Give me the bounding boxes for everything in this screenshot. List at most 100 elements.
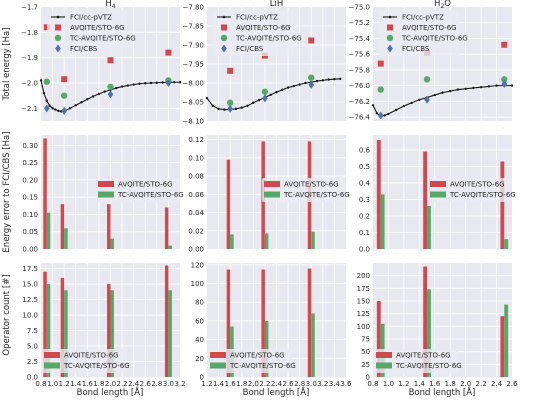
y-tick-label: 0 <box>366 374 370 382</box>
x-tick-label: 2.6 <box>140 380 152 388</box>
y-tick-label: 0.25 <box>22 159 38 167</box>
bar-avqite <box>164 207 169 249</box>
y-tick-label: −2.1 <box>21 105 38 113</box>
bar-tc-avqite <box>230 234 234 249</box>
marker-square <box>377 60 384 67</box>
legend-swatch-square <box>387 24 393 31</box>
x-tick-label: 2.8 <box>151 380 162 388</box>
y-tick-label: −75.8 <box>349 66 370 74</box>
y-tick-label: 0.15 <box>22 194 38 202</box>
y-tick-label: −1.7 <box>21 4 38 12</box>
bar-avqite <box>307 268 312 377</box>
fci-point <box>173 81 176 84</box>
y-tick-label: 0 <box>200 374 204 382</box>
bar-tc-avqite <box>64 228 68 249</box>
marker-diamond <box>107 90 114 99</box>
fci-point <box>217 107 220 111</box>
legend-label: TC-AVQITE/STO-6G <box>283 191 350 199</box>
xlabel-col-2: Bond length [Å] <box>243 386 310 398</box>
fci-point <box>120 85 124 88</box>
fci-point <box>269 93 272 96</box>
x-tick-label: 3.0 <box>163 380 174 388</box>
x-tick-label: 3.2 <box>317 380 328 388</box>
fci-point <box>275 90 278 94</box>
x-tick-label: 1.8 <box>445 380 456 388</box>
legend-label: TC-AVQITE/STO-6G <box>395 362 462 370</box>
fci-point <box>327 78 330 81</box>
bar-tc-avqite <box>264 320 269 377</box>
panel-ops-h2o: 0.8 1.0 1.2 1.4 1.6 1.8 2.0 2.2 2.4 2.6 0 25 50 75 100… <box>357 263 518 388</box>
fci-point <box>472 86 475 90</box>
y-tick-label: 20 <box>195 355 204 363</box>
y-tick-label: 0.3 <box>359 196 370 204</box>
marker-square <box>501 41 508 48</box>
y-tick-label: 0.06 <box>188 191 204 199</box>
panel-title: H4 <box>105 0 115 10</box>
marker-circle <box>423 76 431 83</box>
y-tick-label: 0.2 <box>359 212 370 220</box>
legend-swatch-circle <box>220 34 228 42</box>
panel-energy-h4: −2.1 −2.0 −1.9 −1.8 −1.7 H4 FCI/cc-pVTZ AVQITE/… <box>21 0 182 121</box>
fci-point <box>97 92 101 96</box>
legend-label: TC-AVQITE/STO-6G <box>235 35 302 43</box>
legend: AVQITE/STO-6G TC-AVQITE/STO-6G <box>428 178 516 202</box>
legend-box <box>208 349 292 373</box>
ylabel-row-1: Total energy [Ha] <box>2 27 12 101</box>
legend-line-dot <box>222 15 226 19</box>
y-tick-label: 0.10 <box>188 154 204 162</box>
legend-label: FCI/CBS <box>70 45 98 53</box>
legend-box <box>379 10 459 56</box>
y-tick-label: −7.85 <box>183 23 204 31</box>
x-tick-label: 2.4 <box>128 380 140 388</box>
y-tick-label: 0.08 <box>188 173 204 181</box>
y-tick-label: 0.0 <box>27 374 38 382</box>
legend-swatch <box>376 352 392 358</box>
bar-tc-avqite <box>380 194 385 249</box>
legend-label: TC-AVQITE/STO-6G <box>117 191 184 199</box>
fci-point <box>45 99 48 102</box>
y-tick-label: 125 <box>357 310 370 318</box>
legend-box <box>96 178 180 202</box>
xlabel-col-1: Bond length [Å] <box>77 386 144 398</box>
fci-point <box>246 104 249 108</box>
fci-point <box>321 79 325 82</box>
fci-point <box>149 81 153 85</box>
x-tick-label: 1.4 <box>414 380 426 388</box>
legend-label: FCI/CBS <box>236 45 264 53</box>
legend-swatch <box>210 362 226 369</box>
legend-label: AVQITE/STO-6G <box>284 181 339 189</box>
marker-diamond <box>165 79 172 87</box>
marker-square <box>61 76 68 83</box>
y-tick-label: 10.0 <box>22 312 38 320</box>
y-tick-label: 75 <box>361 336 370 344</box>
y-tick-label: 0.30 <box>22 142 38 150</box>
fci-point <box>495 84 498 87</box>
y-tick-label: 120 <box>191 261 204 269</box>
x-tick-label: 3.4 <box>329 380 341 388</box>
bar-avqite <box>164 265 169 377</box>
marker-diamond <box>43 104 50 113</box>
bar-tc-avqite <box>168 290 172 377</box>
legend-label: TC-AVQITE/STO-6G <box>449 191 516 199</box>
fci-point <box>333 78 336 81</box>
legend-box <box>213 10 293 56</box>
marker-square <box>43 24 50 31</box>
marker-diamond <box>262 94 268 103</box>
fci-point <box>48 104 51 108</box>
marker-square <box>107 57 114 64</box>
y-tick-label: −75.6 <box>349 51 371 59</box>
legend-swatch <box>98 191 114 198</box>
legend-label: FCI/cc-pVTZ <box>236 14 278 22</box>
bar-tc-avqite <box>46 212 51 249</box>
legend-label: FCI/CBS <box>402 45 430 53</box>
legend-swatch-circle <box>54 34 62 42</box>
fci-point <box>387 112 390 116</box>
bar-avqite <box>60 204 65 249</box>
fci-point <box>234 107 238 111</box>
legend-swatch <box>376 362 392 369</box>
fci-point <box>161 81 164 84</box>
fci-point <box>375 111 379 115</box>
panel-title: H2O <box>434 0 451 10</box>
bar-avqite <box>226 159 231 249</box>
y-tick-label: 2.5 <box>27 358 38 366</box>
